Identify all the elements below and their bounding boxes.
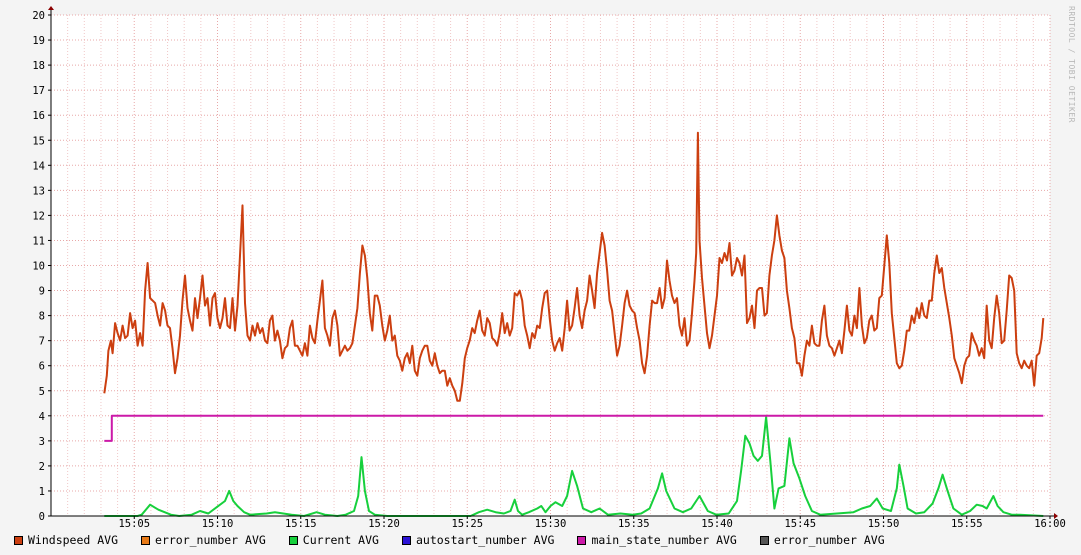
x-tick-label: 15:10 bbox=[202, 518, 234, 530]
y-tick-label: 4 bbox=[39, 411, 45, 423]
legend-swatch bbox=[14, 535, 23, 545]
legend-swatch bbox=[288, 535, 298, 545]
legend-item: main_state_number AVG bbox=[577, 533, 737, 547]
y-tick-label: 0 bbox=[39, 511, 45, 523]
y-tick-label: 6 bbox=[39, 361, 45, 373]
x-tick-label: 15:50 bbox=[868, 518, 900, 530]
y-axis-arrow-icon bbox=[48, 6, 54, 10]
y-tick-label: 17 bbox=[32, 85, 45, 97]
y-tick-label: 12 bbox=[32, 210, 45, 222]
x-tick-label: 15:35 bbox=[618, 518, 650, 530]
legend-item: autostart_number AVG bbox=[401, 533, 555, 547]
legend-label: Current AVG bbox=[302, 533, 379, 547]
series-line-windspeed-avg bbox=[103, 131, 1045, 402]
y-tick-label: 13 bbox=[32, 185, 45, 197]
y-tick-label: 9 bbox=[39, 286, 45, 298]
y-tick-label: 15 bbox=[32, 135, 45, 147]
y-tick-label: 18 bbox=[32, 60, 45, 72]
series-line-main-state-number-avg bbox=[104, 414, 1044, 442]
series-layer bbox=[103, 131, 1045, 517]
y-tick-label: 19 bbox=[32, 35, 45, 47]
x-tick-label: 15:45 bbox=[784, 518, 816, 530]
legend-item: Windspeed AVG bbox=[14, 533, 118, 547]
y-tick-label: 14 bbox=[32, 160, 45, 172]
legend-item: error_number AVG bbox=[759, 533, 885, 547]
chart-legend: Windspeed AVG error_number AVG Current AVG… bbox=[14, 533, 908, 547]
legend-item: error_number AVG bbox=[141, 533, 266, 547]
x-tick-label: 15:20 bbox=[368, 518, 400, 530]
legend-label: autostart_number AVG bbox=[415, 533, 555, 547]
legend-swatch bbox=[141, 535, 151, 545]
legend-swatch bbox=[401, 535, 411, 545]
legend-label: Windspeed AVG bbox=[28, 533, 119, 547]
y-tick-label: 10 bbox=[32, 261, 45, 273]
major-grid bbox=[51, 14, 1051, 516]
x-tick-label: 15:15 bbox=[285, 518, 317, 530]
x-tick-label: 15:30 bbox=[535, 518, 567, 530]
x-tick-label: 15:05 bbox=[118, 518, 150, 530]
legend-label: error_number AVG bbox=[773, 533, 885, 547]
x-tick-label: 16:00 bbox=[1034, 518, 1066, 530]
y-tick-label: 7 bbox=[39, 336, 45, 348]
axes bbox=[48, 6, 1058, 519]
legend-label: main_state_number AVG bbox=[591, 533, 737, 547]
y-tick-label: 20 bbox=[32, 10, 45, 22]
x-tick-labels: 15:05 15:10 15:15 15:20 15:25 15:30 15:35 15:40… bbox=[118, 516, 1066, 530]
y-tick-label: 5 bbox=[39, 386, 45, 398]
x-axis-arrow-icon bbox=[1054, 513, 1058, 519]
y-tick-label: 3 bbox=[39, 436, 45, 448]
y-tick-label: 16 bbox=[32, 110, 45, 122]
series-line-current-avg bbox=[104, 416, 1044, 517]
x-tick-label: 15:55 bbox=[951, 518, 983, 530]
rrdtool-watermark: RRDTOOL / TOBI OETIKER bbox=[1067, 6, 1076, 123]
y-tick-label: 8 bbox=[39, 311, 45, 323]
x-tick-label: 15:25 bbox=[451, 518, 483, 530]
legend-item: Current AVG bbox=[288, 533, 379, 547]
legend-label: error_number AVG bbox=[155, 533, 266, 547]
y-tick-label: 1 bbox=[39, 486, 45, 498]
y-tick-label: 2 bbox=[39, 461, 45, 473]
x-tick-label: 15:40 bbox=[701, 518, 733, 530]
legend-swatch bbox=[577, 535, 587, 545]
legend-swatch bbox=[759, 535, 769, 545]
y-tick-label: 11 bbox=[32, 235, 45, 247]
